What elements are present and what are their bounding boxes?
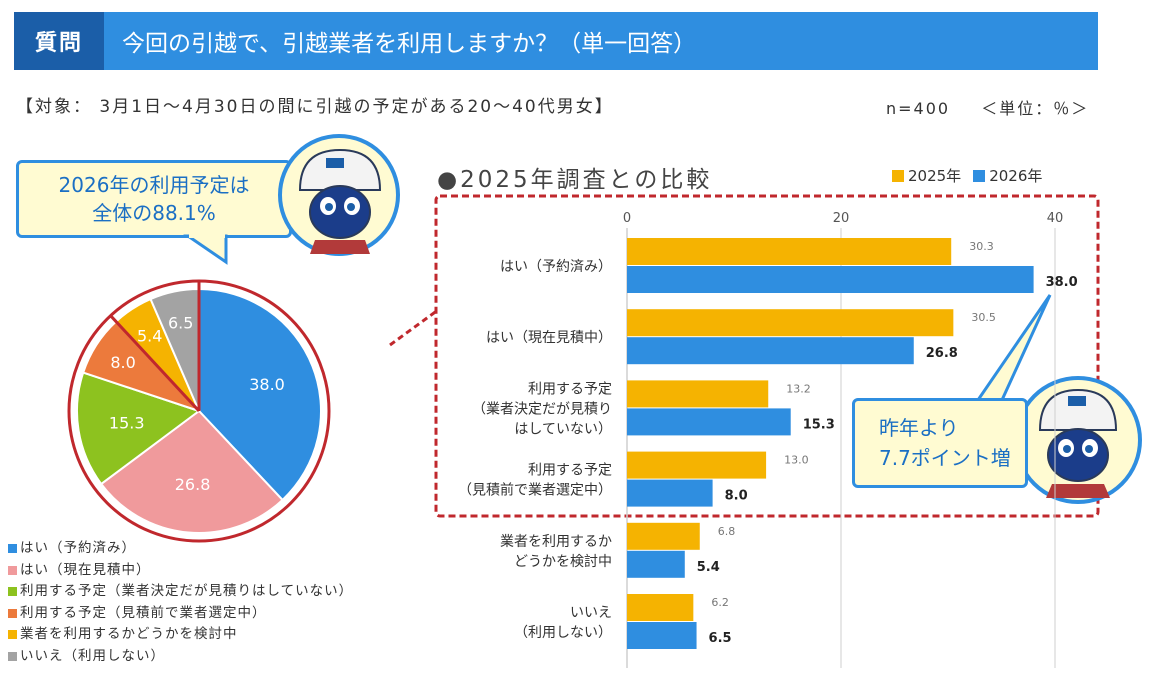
pie-legend-item-1: はい（現在見積中） [8,560,353,582]
target-note: 【対象： 3月1日～4月30日の間に引越の予定がある20～40代男女】 [16,97,614,117]
callout-left-line1: 2026年の利用予定は [58,173,250,197]
pie-legend-label-4: 業者を利用するかどうかを検討中 [20,626,238,642]
callout-left: 2026年の利用予定は 全体の88.1% [16,160,292,238]
bar-2026-1 [627,337,914,365]
legend-2025-label: 2025年 [908,167,962,185]
callout-right-line2: 7.7ポイント増 [879,446,1011,470]
x-tick-label-0: 0 [623,211,631,226]
unit-label: ＜単位：％＞ [981,99,1090,118]
bar-label-2025-3: 13.0 [784,454,809,467]
x-tick-label-2: 40 [1047,211,1064,226]
pie-slice-2 [76,371,202,486]
bar-2025-4 [627,522,700,550]
question-header: 質問 今回の引越で、引越業者を利用しますか？（単一回答） [14,12,1098,70]
category-label-5-0: いいえ [570,605,612,621]
category-label-3-1: （見積前で業者選定中） [458,482,612,499]
legend-2026-label: 2026年 [989,167,1043,185]
bar-label-2025-1: 30.5 [971,311,996,324]
pie-slice-1 [99,409,284,534]
category-label-3-0: 利用する予定 [528,463,612,479]
bar-2025-2 [627,380,769,408]
bar-label-2026-0: 38.0 [1046,275,1078,290]
category-label-2-1: （業者決定だが見積り [472,401,612,417]
pie-legend-swatch-2 [8,587,17,597]
bar-label-2026-4: 5.4 [697,560,720,575]
question-title: 今回の引越で、引越業者を利用しますか？（単一回答） [122,31,697,57]
pie-label-1: 26.8 [175,475,211,494]
pie-legend-item-2: 利用する予定（業者決定だが見積りはしていない） [8,581,353,603]
callout-left-line2: 全体の88.1% [92,201,216,225]
bar-2026-0 [627,266,1034,293]
category-label-4-0: 業者を利用するか [500,534,612,550]
bar-label-2025-0: 30.3 [969,240,994,253]
bar-2026-5 [627,622,697,649]
legend-2026: 2026年 [973,165,1042,186]
pie-legend-swatch-0 [8,544,17,554]
bar-label-2025-5: 6.2 [711,596,729,609]
pie-legend-item-4: 業者を利用するかどうかを検討中 [8,624,353,646]
callout-right-line1: 昨年より [879,416,959,440]
pie-legend-item-3: 利用する予定（見積前で業者選定中） [8,603,353,625]
category-label-2-0: 利用する予定 [528,381,612,397]
pie-highlight-edge-end [109,314,201,413]
bar-2025-3 [627,451,767,479]
pie-chart: 38.0 26.8 15.3 8.05.4 6.5 [67,279,331,543]
bar-2025-1 [627,309,954,337]
legend-2026-swatch [973,169,986,182]
callout-right: 昨年より 7.7ポイント増 [852,398,1028,488]
pie-legend-item-5: いいえ（利用しない） [8,646,353,668]
bar-2026-3 [627,479,713,507]
bar-label-2026-5: 6.5 [709,631,732,646]
pie-legend: はい（予約済み） はい（現在見積中） 利用する予定（業者決定だが見積りはしていない）… [8,538,353,667]
bar-label-2025-4: 6.8 [718,525,736,538]
pie-legend-label-3: 利用する予定（見積前で業者選定中） [20,604,267,621]
bar-label-2026-3: 8.0 [725,489,748,504]
bar-2026-2 [627,408,791,436]
bar-2025-5 [627,594,694,621]
x-tick-label-1: 20 [833,211,850,226]
bar-chart-title: ●2025年調査との比較 [437,167,713,193]
category-label-4-1: どうかを検討中 [514,554,612,570]
category-label-2-2: はしていない） [514,421,612,437]
pie-legend-swatch-5 [8,651,17,661]
pie-legend-swatch-4 [8,630,17,640]
category-label-5-1: （利用しない） [514,625,612,641]
pie-legend-item-0: はい（予約済み） [8,538,353,560]
bar-2025-0 [627,238,952,265]
sample-unit-note: n=400 ＜単位：％＞ [886,95,1089,119]
pie-label-5: 6.5 [168,314,193,333]
category-label-0-0: はい（予約済み） [500,259,612,275]
pie-slice-0 [198,287,322,502]
pie-label-2: 15.3 [109,414,145,433]
pie-legend-label-0: はい（予約済み） [20,540,136,556]
bar-legend: 2025年 2026年 [892,165,1042,186]
pie-label-4: 5.4 [137,326,162,345]
bar-label-2026-1: 26.8 [926,346,958,361]
legend-2025: 2025年 [892,165,961,186]
bar-label-2026-2: 15.3 [803,417,835,432]
bar-2026-4 [627,550,685,578]
pie-legend-label-1: はい（現在見積中） [20,561,151,578]
legend-2025-swatch [892,169,904,182]
category-label-1-0: はい（現在見積中） [486,330,612,346]
pie-label-0: 38.0 [249,375,285,394]
pie-label-3: 8.0 [110,353,135,372]
bar-label-2025-2: 13.2 [786,382,811,395]
pie-legend-label-2: 利用する予定（業者決定だが見積りはしていない） [20,583,354,599]
pie-legend-swatch-3 [8,608,17,618]
question-tag: 質問 [14,12,104,70]
pie-legend-label-5: いいえ（利用しない） [20,647,165,664]
sample-size: n=400 [886,99,951,118]
pie-legend-swatch-1 [8,565,17,575]
